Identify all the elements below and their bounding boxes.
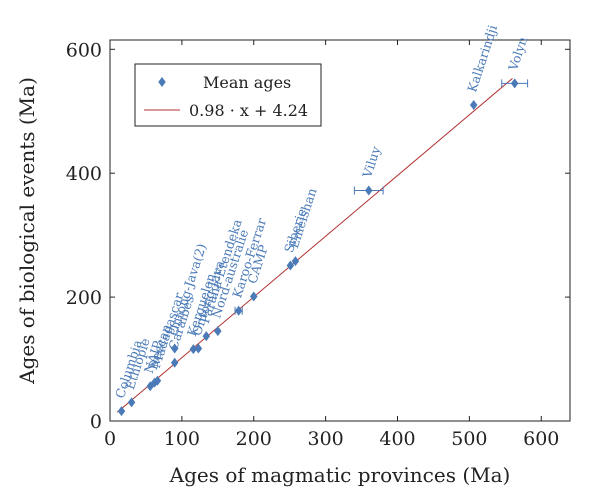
axis-ticks: 0 100 200 300 400 500 600 0 200 400 600 [66,39,570,450]
data-point [202,331,211,342]
data-point [286,260,295,271]
x-tick-label: 500 [451,428,487,450]
y-tick-label: 0 [90,411,102,433]
legend-marker-diamond [158,77,166,87]
data-point [170,343,179,354]
y-tick-label: 200 [66,287,102,309]
x-tick-label: 200 [236,428,272,450]
data-point [194,343,203,354]
data-point [510,78,519,89]
plot-frame [109,39,571,422]
data-point [250,291,258,302]
data-point [365,185,373,196]
data-point [170,357,179,368]
x-tick-label: 300 [307,428,343,450]
data-point [214,326,222,337]
fit-layer [116,78,513,413]
point-label: Volyn [505,35,530,73]
data-point [153,375,162,386]
legend-box [134,63,322,127]
y-tick-label: 600 [66,39,102,61]
legend-label-mean-ages: Mean ages [203,73,291,92]
data-point [469,100,478,111]
data-point [291,256,300,267]
point-label: Kalkarindji [464,23,500,94]
points-layer [117,78,529,417]
x-tick-label: 100 [164,428,200,450]
data-point [117,406,126,417]
legend-label-fit: 0.98 · x + 4.24 [189,101,308,120]
y-tick-label: 400 [66,163,102,185]
data-point [189,344,198,355]
fit-line [116,78,513,413]
data-point [234,305,243,316]
legend: Mean ages 0.98 · x + 4.24 [134,63,322,127]
point-label: Viluy [359,144,384,181]
data-point [127,397,136,408]
x-tick-label: 0 [104,428,116,450]
x-tick-label: 400 [379,428,415,450]
y-axis-title: Ages of biological events (Ma) [15,77,39,385]
x-tick-label: 600 [523,428,559,450]
x-axis-title: Ages of magmatic provinces (Ma) [169,463,511,487]
